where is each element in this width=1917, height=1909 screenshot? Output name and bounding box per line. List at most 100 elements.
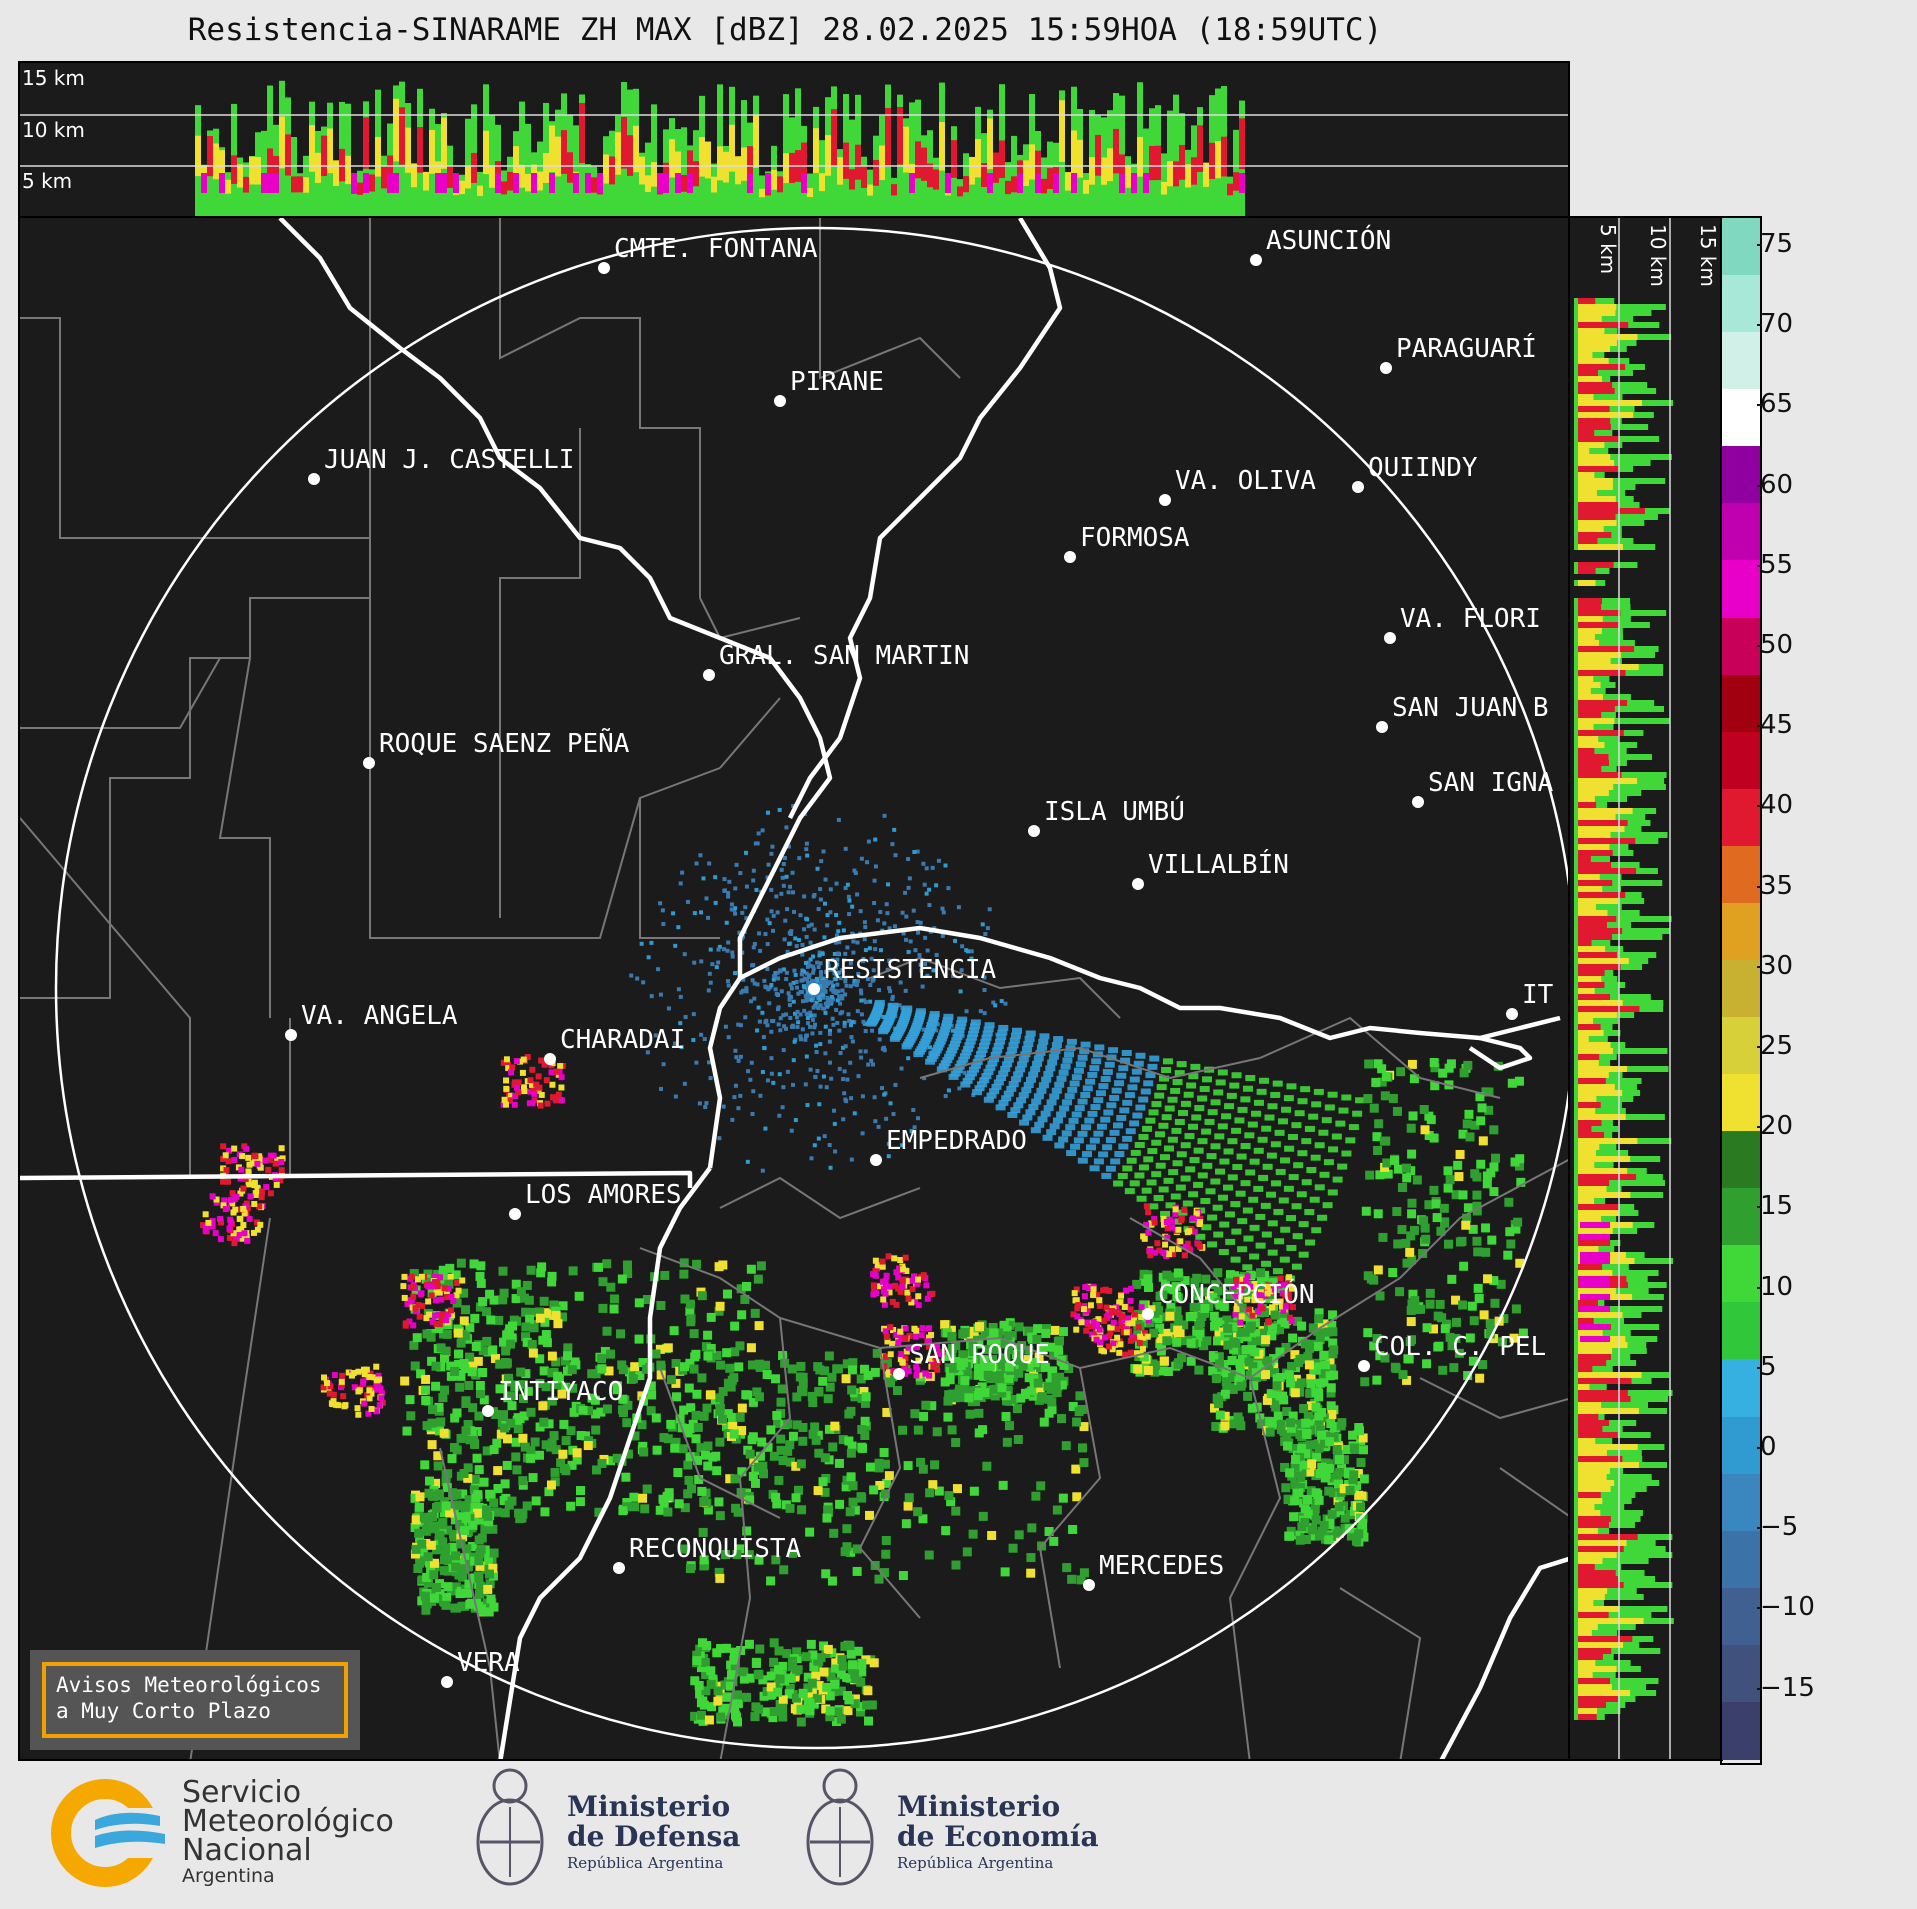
city-label: PIRANE: [790, 367, 884, 397]
city-label: CMTE. FONTANA: [614, 234, 818, 264]
city-marker: [1250, 254, 1262, 266]
aviso-line1: Avisos Meteorológicos: [56, 1673, 322, 1697]
city-label: VILLALBÍN: [1148, 850, 1289, 880]
colorbar-tick-label: 0: [1757, 1432, 1777, 1462]
city-label: COL. C. PEL: [1374, 1332, 1547, 1362]
economia-line1: Ministerio: [897, 1790, 1061, 1823]
avisos-button[interactable]: Avisos Meteorológicos a Muy Corto Plazo: [30, 1650, 360, 1750]
city-marker: [285, 1029, 297, 1041]
smn-line3: Nacional: [182, 1833, 312, 1868]
colorbar-tick-label: 70: [1756, 309, 1794, 340]
city-label: RESISTENCIA: [824, 955, 997, 985]
ministerio-defensa-logo: Ministerio de Defensa República Argentin…: [470, 1762, 750, 1902]
city-marker: [613, 1562, 625, 1574]
city-label: GRAL. SAN MARTIN: [719, 641, 970, 671]
city-marker: [1380, 362, 1392, 374]
profile-echoes-right: [1574, 218, 1674, 1759]
city-label: QUIINDY: [1368, 453, 1478, 483]
city-marker: [1358, 1360, 1370, 1372]
colorbar-tick-label: −15: [1757, 1672, 1815, 1703]
city-marker: [308, 473, 320, 485]
city-marker: [893, 1368, 905, 1380]
city-label: SAN ROQUE: [909, 1340, 1050, 1370]
colorbar-tick-label: 10: [1756, 1271, 1794, 1302]
defensa-line1: Ministerio: [567, 1790, 731, 1823]
smn-line2: Meteorológico: [182, 1804, 394, 1839]
city-marker: [1083, 1579, 1095, 1591]
height-label-15km: 15 km: [22, 66, 85, 90]
colorbar-tick-label: 25: [1756, 1031, 1794, 1061]
colorbar-tick-label: 5: [1757, 1351, 1777, 1382]
city-label: RECONQUISTA: [629, 1534, 802, 1564]
city-marker: [703, 669, 715, 681]
height-label-5km: 5 km: [22, 169, 73, 193]
smn-logo-icon: [51, 1779, 170, 1887]
city-label: CONCEPCIÓN: [1158, 1280, 1315, 1310]
smn-logo: Servicio Meteorológico Nacional Argentin…: [50, 1778, 410, 1888]
height-label-15km-right: 15 km: [1696, 224, 1720, 287]
city-label: JUAN J. CASTELLI: [324, 445, 575, 475]
north-south-height-profile: 15 km 10 km 5 km: [18, 61, 1570, 218]
smn-line1: Servicio: [182, 1775, 302, 1810]
dbz-colorbar: [1720, 216, 1762, 1765]
colorbar-tick-label: 75: [1756, 229, 1794, 259]
city-marker: [774, 395, 786, 407]
city-label: LOS AMORES: [525, 1180, 682, 1210]
city-marker: [441, 1676, 453, 1688]
east-west-height-profile: 5 km 10 km 15 km: [1568, 216, 1723, 1761]
height-label-10km: 10 km: [22, 118, 85, 142]
city-label: FORMOSA: [1080, 523, 1190, 553]
city-label: CHARADAI: [560, 1025, 686, 1055]
province-boundaries: [20, 218, 1568, 1759]
colorbar-tick-label: 45: [1756, 710, 1794, 741]
city-label: SAN IGNA: [1428, 768, 1554, 798]
defensa-line2: de Defensa: [567, 1820, 741, 1853]
city-marker: [544, 1053, 556, 1065]
city-label: EMPEDRADO: [886, 1126, 1027, 1156]
economia-line2: de Economía: [897, 1820, 1099, 1853]
city-marker: [1159, 494, 1171, 506]
city-marker: [1028, 825, 1040, 837]
colorbar-tick-label: 65: [1756, 389, 1794, 420]
colorbar-tick-label: 30: [1756, 950, 1794, 981]
city-marker: [1384, 632, 1396, 644]
height-label-5km-right: 5 km: [1596, 224, 1620, 275]
colorbar-tick-label: 50: [1756, 630, 1794, 660]
city-marker: [1132, 878, 1144, 890]
city-marker: [482, 1405, 494, 1417]
profile-echoes-top: [20, 80, 1568, 216]
chart-title: Resistencia-SINARAME ZH MAX [dBZ] 28.02.…: [187, 12, 1383, 48]
city-label: VA. FLORI: [1400, 604, 1541, 634]
colorbar-tick-label: 15: [1756, 1191, 1794, 1222]
city-label: IT: [1522, 980, 1554, 1010]
aviso-line2: a Muy Corto Plazo: [56, 1699, 271, 1723]
city-marker: [363, 757, 375, 769]
smn-line4: Argentina: [182, 1865, 275, 1887]
city-label: SAN JUAN B: [1392, 693, 1549, 723]
city-marker: [1064, 551, 1076, 563]
escudo-icon-2: [806, 1768, 874, 1886]
city-marker: [1506, 1008, 1518, 1020]
ministerio-economia-logo: Ministerio de Economía República Argenti…: [800, 1762, 1100, 1902]
radar-map[interactable]: CMTE. FONTANA ASUNCIÓN PARAGUARÍ PIRANE JUAN…: [18, 216, 1570, 1761]
city-label: VA. ANGELA: [301, 1001, 458, 1031]
city-label: VERA: [457, 1648, 520, 1678]
city-label: MERCEDES: [1099, 1551, 1225, 1581]
city-label: ROQUE SAENZ PEÑA: [379, 729, 630, 759]
defensa-line3: República Argentina: [567, 1854, 724, 1872]
city-label: VA. OLIVA: [1175, 466, 1316, 496]
colorbar-tick-label: −5: [1756, 1512, 1799, 1543]
city-marker: [1352, 481, 1364, 493]
city-marker: [870, 1154, 882, 1166]
city-marker: [1412, 796, 1424, 808]
city-label: INTIYACO: [498, 1377, 624, 1407]
rivers-borders: [20, 218, 1568, 1759]
colorbar-tick-label: 60: [1756, 469, 1794, 500]
city-marker: [808, 983, 820, 995]
colorbar-tick-label: 20: [1756, 1111, 1794, 1142]
colorbar-tick-label: −10: [1757, 1592, 1815, 1623]
escudo-icon: [476, 1768, 544, 1886]
radar-map-graphics: [20, 218, 1568, 1759]
city-marker: [509, 1208, 521, 1220]
colorbar-tick-label: 40: [1756, 790, 1794, 821]
